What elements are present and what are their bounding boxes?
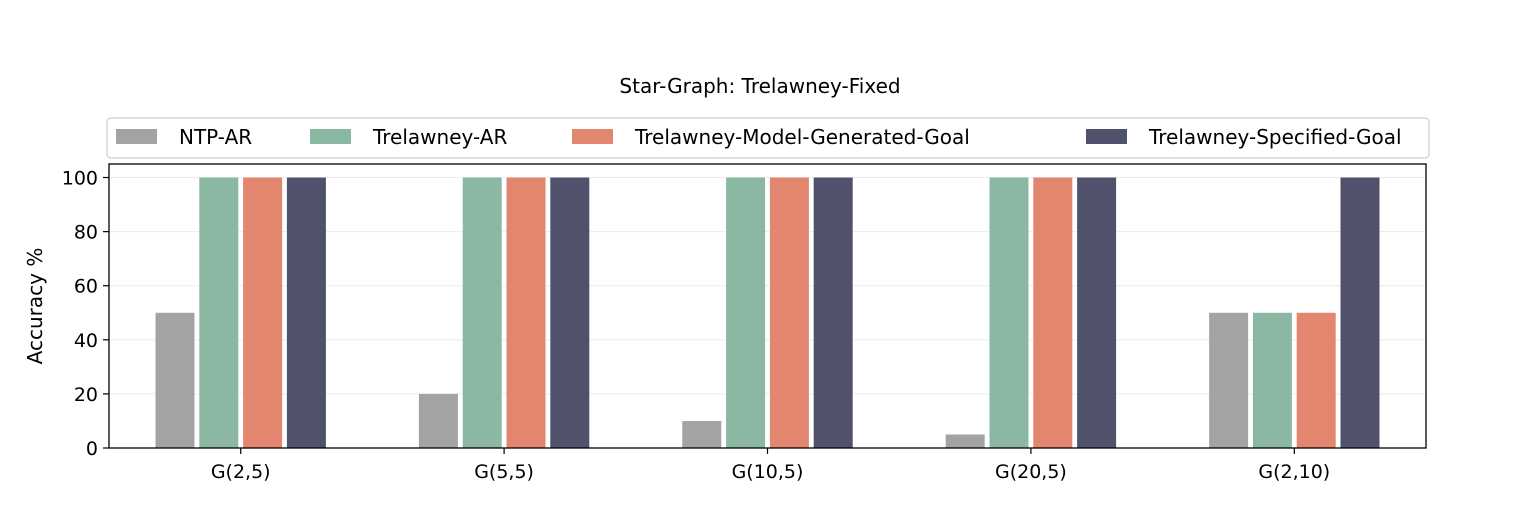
bar-3-4 (1033, 177, 1073, 448)
bar-1-4 (945, 434, 985, 448)
bar-1-3 (682, 420, 722, 448)
legend: NTP-AR Trelawney-AR Trelawney-Model-Genera… (106, 117, 1430, 159)
legend-swatch (572, 129, 613, 144)
legend-label: NTP-AR (179, 125, 252, 149)
bar-2-3 (726, 177, 766, 448)
bar-3-5 (1296, 312, 1336, 448)
bar-1-5 (1209, 312, 1249, 448)
bar-2-4 (989, 177, 1029, 448)
x-tick-label: G(5,5) (474, 461, 534, 483)
x-tick-label: G(2,5) (211, 461, 271, 483)
x-tick-label: G(2,10) (1258, 461, 1330, 483)
bar-1-2 (418, 393, 458, 448)
bar-2-2 (462, 177, 502, 448)
legend-swatch (116, 129, 157, 144)
bar-3-3 (769, 177, 809, 448)
legend-swatch (1086, 129, 1127, 144)
y-tick-label: 40 (74, 330, 98, 352)
bar-4-5 (1340, 177, 1380, 448)
bar-3-2 (506, 177, 546, 448)
x-tick-label: G(20,5) (995, 461, 1067, 483)
legend-label: Trelawney-Model-Generated-Goal (634, 125, 970, 149)
bars (155, 177, 1380, 448)
bar-4-4 (1077, 177, 1117, 448)
legend-frame (106, 117, 1430, 159)
legend-label: Trelawney-AR (372, 125, 507, 149)
y-axis-label: Accuracy % (23, 248, 47, 365)
y-tick-label: 100 (62, 168, 98, 190)
axes: 0 20 40 60 80 100 G(2,5) G(5,5) G(10,5) G(20,5) G(… (62, 168, 1330, 483)
legend-label: Trelawney-Specified-Goal (1148, 125, 1402, 149)
chart-title: Star-Graph: Trelawney-Fixed (619, 74, 900, 98)
y-tick-label: 60 (74, 276, 98, 298)
y-tick-label: 20 (74, 384, 98, 406)
bar-1-1 (155, 312, 195, 448)
y-tick-label: 80 (74, 222, 98, 244)
bar-2-1 (199, 177, 239, 448)
bar-4-1 (286, 177, 326, 448)
y-tick-label: 0 (86, 438, 98, 460)
bar-3-1 (243, 177, 283, 448)
bar-2-5 (1252, 312, 1292, 448)
bar-4-3 (813, 177, 853, 448)
x-tick-label: G(10,5) (732, 461, 804, 483)
bar-4-2 (550, 177, 590, 448)
legend-swatch (310, 129, 351, 144)
